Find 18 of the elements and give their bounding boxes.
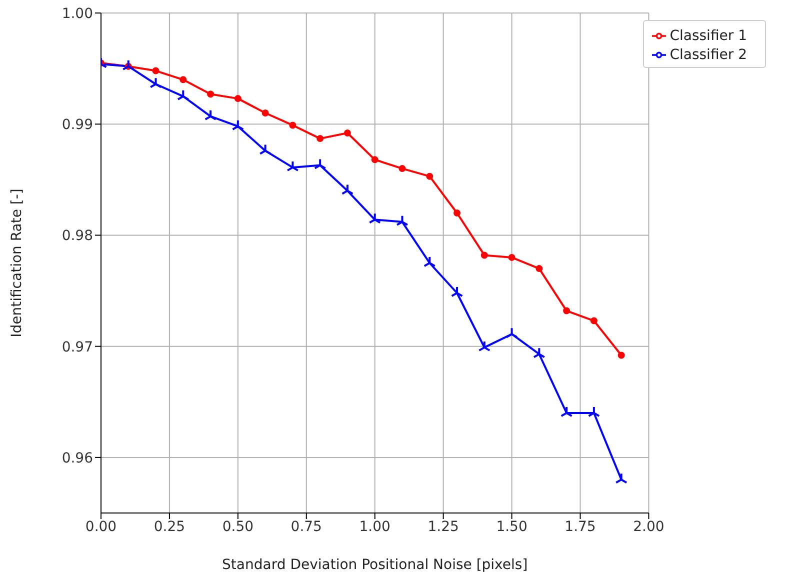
x-tick-label: 0.75 — [290, 518, 322, 535]
y-tick-label: 0.97 — [62, 339, 93, 356]
y-tick-label: 0.99 — [62, 117, 93, 134]
x-tick-label: 0.25 — [154, 518, 186, 535]
y-tick-label: 1.00 — [62, 6, 93, 22]
y-axis-title: Identification Rate [-] — [8, 188, 25, 338]
x-tick-label: 1.75 — [564, 518, 596, 535]
legend-label: Classifier 2 — [670, 47, 747, 63]
x-tick-label: 2.00 — [633, 518, 664, 535]
x-tick-label: 1.25 — [428, 518, 459, 535]
x-tick-label: 1.00 — [359, 518, 390, 535]
x-tick-label: 0.00 — [85, 518, 117, 535]
y-tick-label: 0.98 — [62, 228, 93, 244]
x-tick-label: 1.50 — [496, 518, 528, 535]
legend-label: Classifier 1 — [670, 28, 747, 44]
x-axis-title: Standard Deviation Positional Noise [pixels] — [222, 557, 528, 573]
y-tick-label: 0.96 — [62, 450, 94, 466]
x-tick-label: 0.50 — [222, 518, 254, 535]
